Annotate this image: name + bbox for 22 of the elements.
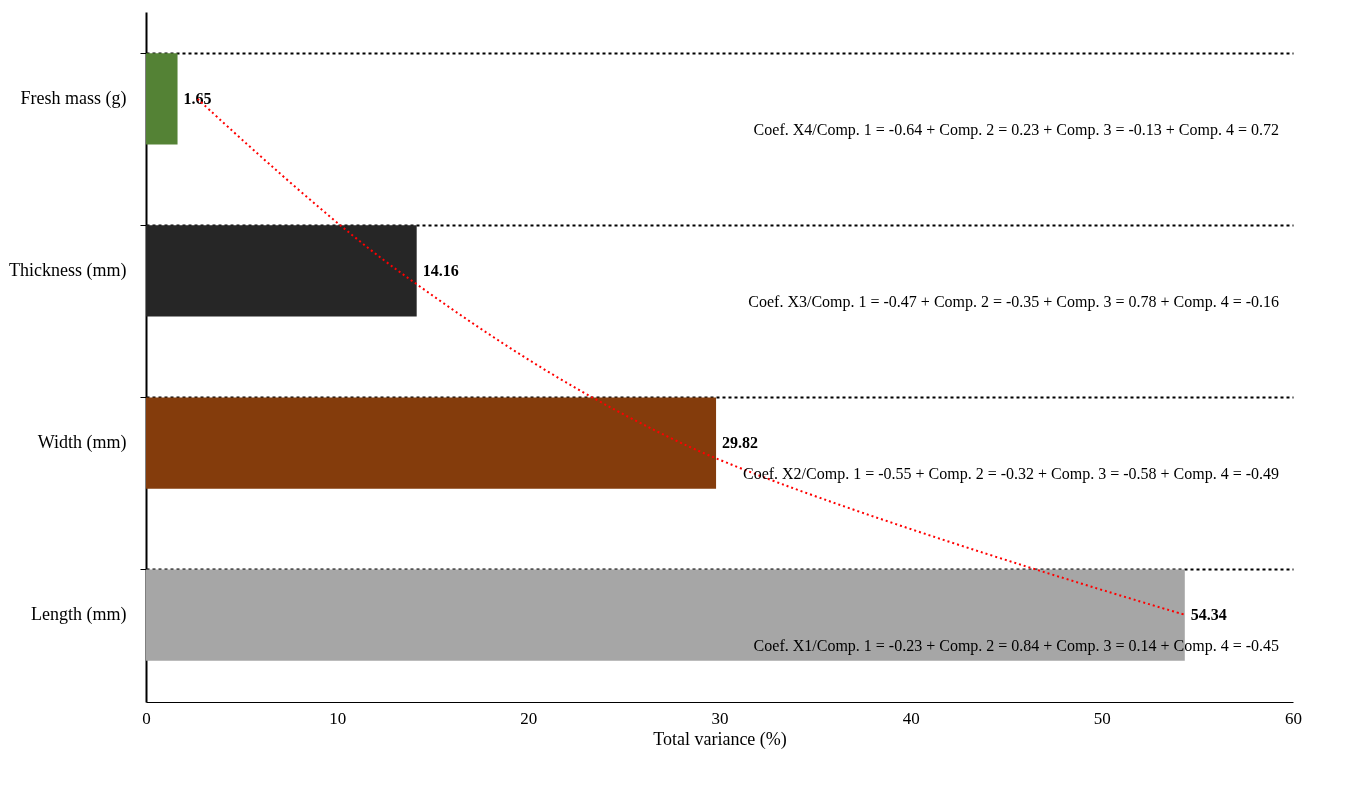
bar xyxy=(146,53,178,145)
x-axis-title: Total variance (%) xyxy=(653,728,787,750)
x-tick-label: 10 xyxy=(329,708,347,728)
data-label: 1.65 xyxy=(183,89,212,107)
annotation: Coef. X3/Comp. 1 = -0.47 + Comp. 2 = -0.35 + Comp. 3 = 0.78 + Comp. 4 = -0.16 xyxy=(748,293,1279,312)
bar xyxy=(146,225,417,317)
bar xyxy=(146,397,717,489)
x-tick-label: 60 xyxy=(1285,708,1302,728)
data-label: 54.34 xyxy=(1190,606,1227,624)
x-tick-label: 20 xyxy=(520,708,538,728)
x-tick-label: 0 xyxy=(142,708,151,728)
annotation: Coef. X1/Comp. 1 = -0.23 + Comp. 2 = 0.84 + Comp. 3 = 0.14 + Comp. 4 = -0.45 xyxy=(753,637,1279,656)
y-tick-label: Width (mm) xyxy=(37,432,127,454)
x-tick-label: 50 xyxy=(1093,708,1111,728)
data-label: 14.16 xyxy=(422,261,459,279)
y-tick-label: Length (mm) xyxy=(31,604,127,626)
y-tick-label: Thickness (mm) xyxy=(9,259,127,281)
data-label: 29.82 xyxy=(722,434,759,452)
y-tick-label: Fresh mass (g) xyxy=(20,87,127,109)
annotation: Coef. X4/Comp. 1 = -0.64 + Comp. 2 = 0.23 + Comp. 3 = -0.13 + Comp. 4 = 0.72 xyxy=(753,121,1279,140)
x-tick-label: 40 xyxy=(902,708,920,728)
x-tick-label: 30 xyxy=(711,708,729,728)
